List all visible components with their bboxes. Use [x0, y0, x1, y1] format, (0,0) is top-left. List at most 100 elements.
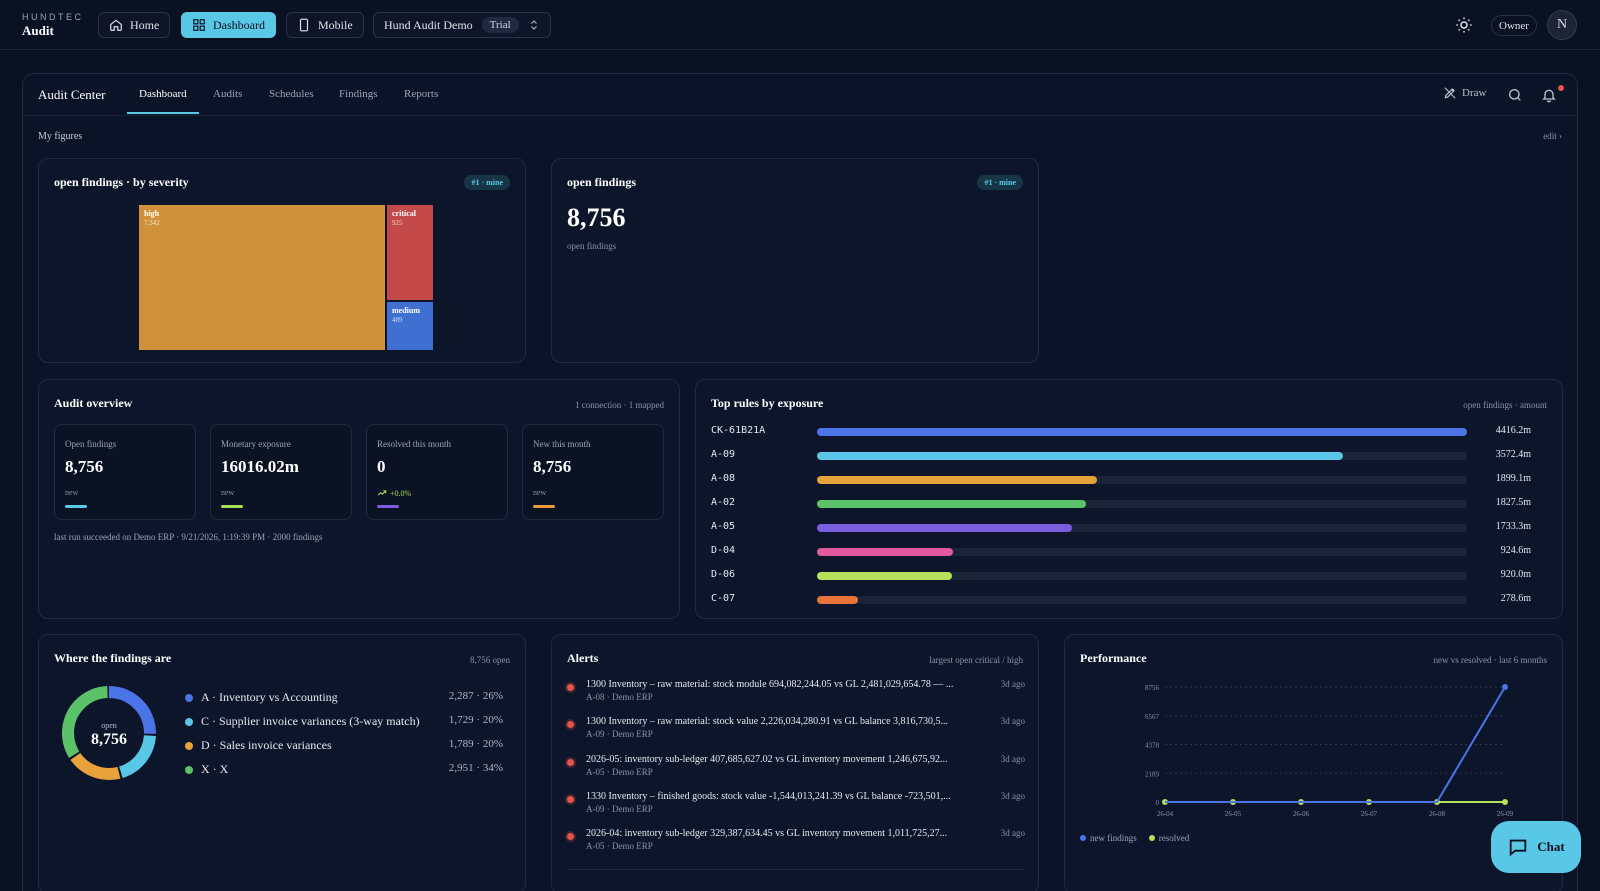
tab-schedules[interactable]: Schedules [269, 88, 314, 100]
x-tick-label: 26-07 [1361, 810, 1378, 818]
alert-source: A-08 · Demo ERP [586, 692, 653, 702]
draw-label: Draw [1462, 87, 1487, 99]
tab-audits[interactable]: Audits [213, 88, 243, 100]
legend-new-findings[interactable]: new findings [1080, 833, 1137, 843]
tab-findings[interactable]: Findings [339, 88, 378, 100]
card-subtitle: 1 connection · 1 mapped [575, 400, 664, 410]
tile-note: new [533, 488, 547, 497]
treemap-label: critical [392, 209, 416, 218]
data-point[interactable] [1502, 799, 1508, 805]
top-bar: HUNDTEC Audit Home Dashboard Mobile Hund… [0, 0, 1600, 50]
alert-item[interactable]: 1300 Inventory – raw material: stock val… [567, 716, 1025, 750]
mine-badge: #1 · mine [977, 175, 1023, 190]
rule-row[interactable]: A-09 3572.4m [711, 448, 1531, 464]
legend-resolved[interactable]: resolved [1148, 833, 1189, 843]
alerts-card: Alerts largest open critical / high 1300… [551, 634, 1039, 891]
nav-mobile-button[interactable]: Mobile [286, 12, 364, 38]
data-point[interactable] [1502, 684, 1508, 690]
donut-slice[interactable] [62, 686, 156, 780]
alert-severity-dot [567, 759, 574, 766]
rule-bar [817, 524, 1073, 532]
tab-dashboard[interactable]: Dashboard [139, 88, 187, 100]
rule-amount: 1733.3m [1495, 521, 1531, 532]
chat-label: Chat [1537, 839, 1565, 854]
nav-dashboard-button[interactable]: Dashboard [181, 12, 276, 38]
rule-row[interactable]: CK-61B21A 4416.2m [711, 424, 1531, 440]
brand-logo[interactable]: HUNDTEC Audit [22, 12, 84, 39]
rule-name: A-05 [711, 521, 736, 532]
legend-item[interactable]: D · Sales invoice variances 1,789 · 20% [185, 738, 503, 754]
nav-dashboard-label: Dashboard [213, 17, 265, 32]
donut-slice[interactable] [62, 686, 156, 780]
card-title: Alerts [567, 651, 599, 665]
tile-note: +0.0% [377, 488, 411, 498]
tab-reports[interactable]: Reports [404, 88, 439, 100]
donut-center-label: open [101, 721, 117, 730]
legend-value: 1,729 · 20% [448, 714, 503, 726]
draw-icon [1444, 87, 1456, 99]
legend-dot [1148, 835, 1155, 841]
stat-tile-exposure[interactable]: Monetary exposure 16016.02m new [210, 424, 352, 520]
bell-icon[interactable] [1541, 87, 1557, 103]
alert-item[interactable]: 1330 Inventory – finished goods: stock v… [567, 791, 1025, 825]
donut-slice[interactable] [62, 686, 156, 780]
y-tick-label: 6567 [1145, 713, 1160, 721]
rule-amount: 3572.4m [1495, 449, 1531, 460]
rule-row[interactable]: D-06 920.0m [711, 568, 1531, 584]
alert-item[interactable]: 2026-04: inventory sub-ledger 329,387,63… [567, 828, 1025, 862]
stat-tile-open[interactable]: Open findings 8,756 new [54, 424, 196, 520]
chat-button[interactable]: Chat [1491, 821, 1581, 873]
stat-tile-resolved[interactable]: Resolved this month 0 +0.0% [366, 424, 508, 520]
alert-time: 3d ago [1000, 754, 1025, 764]
role-badge[interactable]: Owner [1491, 15, 1537, 36]
open-findings-value: 8,756 [567, 203, 626, 232]
tile-accent-bar [377, 505, 399, 508]
performance-card: Performance new vs resolved · last 6 mon… [1064, 634, 1563, 891]
tile-note: new [65, 488, 79, 497]
draw-button[interactable]: Draw [1443, 86, 1486, 100]
alert-text: 2026-04: inventory sub-ledger 329,387,63… [586, 828, 948, 839]
rule-bar-track [817, 476, 1467, 484]
workspace-selector[interactable]: Hund Audit Demo Trial [373, 12, 551, 38]
legend-name: D · Sales invoice variances [201, 738, 332, 752]
legend-item[interactable]: C · Supplier invoice variances (3-way ma… [185, 714, 503, 730]
notification-dot [1558, 85, 1564, 91]
card-title: open findings [567, 175, 637, 189]
rule-bar-track [817, 500, 1467, 508]
search-icon[interactable] [1507, 87, 1523, 103]
divider [567, 869, 1025, 870]
treemap-cell-critical[interactable]: critical 925 [387, 205, 433, 300]
legend-item[interactable]: X · X 2,951 · 34% [185, 762, 503, 778]
chevron-updown-icon [530, 20, 537, 30]
stat-tile-new[interactable]: New this month 8,756 new [522, 424, 664, 520]
rule-row[interactable]: D-04 924.6m [711, 544, 1531, 560]
legend-value: 2,287 · 26% [448, 690, 503, 702]
sun-icon[interactable] [1455, 16, 1473, 34]
treemap-value: 7,342 [144, 219, 160, 227]
chart-legend: new findings resolved [1080, 833, 1189, 843]
legend-item[interactable]: A · Inventory vs Accounting 2,287 · 26% [185, 690, 503, 706]
rule-row[interactable]: A-08 1899.1m [711, 472, 1531, 488]
treemap-label: high [144, 209, 160, 218]
series-line[interactable] [1165, 686, 1506, 803]
alert-item[interactable]: 2026-05: inventory sub-ledger 407,685,62… [567, 754, 1025, 788]
rule-bar [817, 428, 1467, 436]
rule-name: C-07 [711, 593, 736, 604]
avatar[interactable]: N [1547, 10, 1577, 40]
rule-amount: 1899.1m [1495, 473, 1531, 484]
rule-row[interactable]: A-05 1733.3m [711, 520, 1531, 536]
edit-link[interactable]: edit › [1543, 131, 1562, 141]
rule-bar-track [817, 548, 1467, 556]
rule-row[interactable]: A-02 1827.5m [711, 496, 1531, 512]
performance-line-chart[interactable]: 0 2189 4378 6567 8756 26-04 26-05 26-06 26-07 26-… [1125, 675, 1545, 825]
rule-amount: 278.6m [1500, 593, 1531, 604]
treemap-cell-high[interactable]: high 7,342 [139, 205, 385, 350]
home-icon [110, 19, 122, 31]
rule-row[interactable]: C-07 278.6m [711, 592, 1531, 608]
alert-item[interactable]: 1300 Inventory – raw material: stock mod… [567, 679, 1025, 713]
nav-home-button[interactable]: Home [98, 12, 171, 38]
treemap-cell-medium[interactable]: medium 489 [387, 302, 433, 350]
findings-donut-chart[interactable] [57, 681, 161, 785]
alert-text: 1300 Inventory – raw material: stock mod… [586, 679, 954, 690]
rule-name: A-09 [711, 449, 736, 460]
